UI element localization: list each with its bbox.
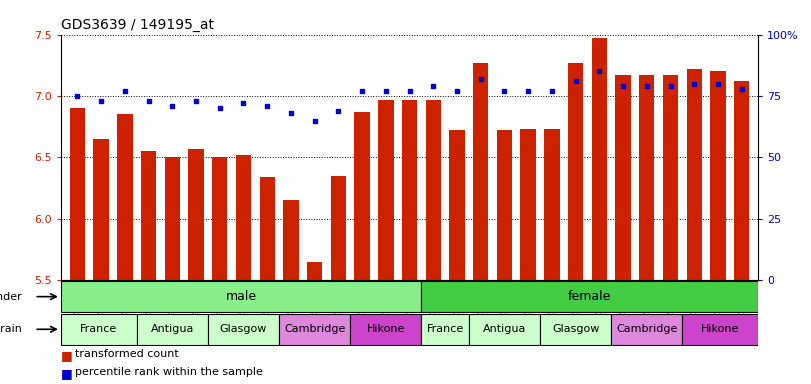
Bar — [568, 63, 583, 280]
Bar — [611, 314, 682, 345]
Text: Hikone: Hikone — [367, 324, 405, 334]
Bar — [710, 71, 726, 280]
Bar — [61, 281, 422, 312]
Bar — [687, 69, 702, 280]
Bar — [137, 314, 208, 345]
Text: ■: ■ — [61, 349, 76, 362]
Text: gender: gender — [0, 291, 23, 302]
Text: Hikone: Hikone — [702, 324, 740, 334]
Bar — [422, 281, 758, 312]
Bar — [544, 129, 560, 280]
Bar — [61, 314, 137, 345]
Text: transformed count: transformed count — [75, 349, 179, 359]
Text: Glasgow: Glasgow — [220, 324, 267, 334]
Text: Antigua: Antigua — [151, 324, 194, 334]
Text: GDS3639 / 149195_at: GDS3639 / 149195_at — [61, 18, 214, 32]
Bar — [141, 151, 157, 280]
Text: Glasgow: Glasgow — [552, 324, 599, 334]
Bar — [331, 176, 346, 280]
Text: Cambridge: Cambridge — [284, 324, 345, 334]
Bar — [307, 262, 323, 280]
Bar — [401, 100, 418, 280]
Bar — [639, 75, 654, 280]
Bar — [70, 108, 85, 280]
Bar — [117, 114, 132, 280]
Bar — [734, 81, 749, 280]
Bar — [592, 38, 607, 280]
Bar — [236, 155, 251, 280]
Bar — [208, 314, 279, 345]
Bar — [354, 112, 370, 280]
Bar — [422, 314, 469, 345]
Bar — [378, 100, 393, 280]
Text: Antigua: Antigua — [483, 324, 526, 334]
Text: percentile rank within the sample: percentile rank within the sample — [75, 367, 264, 377]
Text: ■: ■ — [61, 367, 76, 380]
Text: strain: strain — [0, 324, 23, 334]
Text: male: male — [225, 290, 257, 303]
Bar — [682, 314, 758, 345]
Text: Cambridge: Cambridge — [616, 324, 677, 334]
Bar — [93, 139, 109, 280]
Bar — [496, 131, 513, 280]
Bar — [616, 75, 631, 280]
Bar — [350, 314, 422, 345]
Bar — [540, 314, 611, 345]
Bar — [473, 63, 488, 280]
Text: female: female — [569, 290, 611, 303]
Bar — [165, 157, 180, 280]
Bar — [279, 314, 350, 345]
Bar — [283, 200, 298, 280]
Text: France: France — [80, 324, 118, 334]
Bar — [521, 129, 536, 280]
Bar — [260, 177, 275, 280]
Bar — [188, 149, 204, 280]
Bar — [449, 131, 465, 280]
Bar — [469, 314, 540, 345]
Bar — [663, 75, 678, 280]
Text: France: France — [427, 324, 464, 334]
Bar — [426, 100, 441, 280]
Bar — [212, 157, 227, 280]
